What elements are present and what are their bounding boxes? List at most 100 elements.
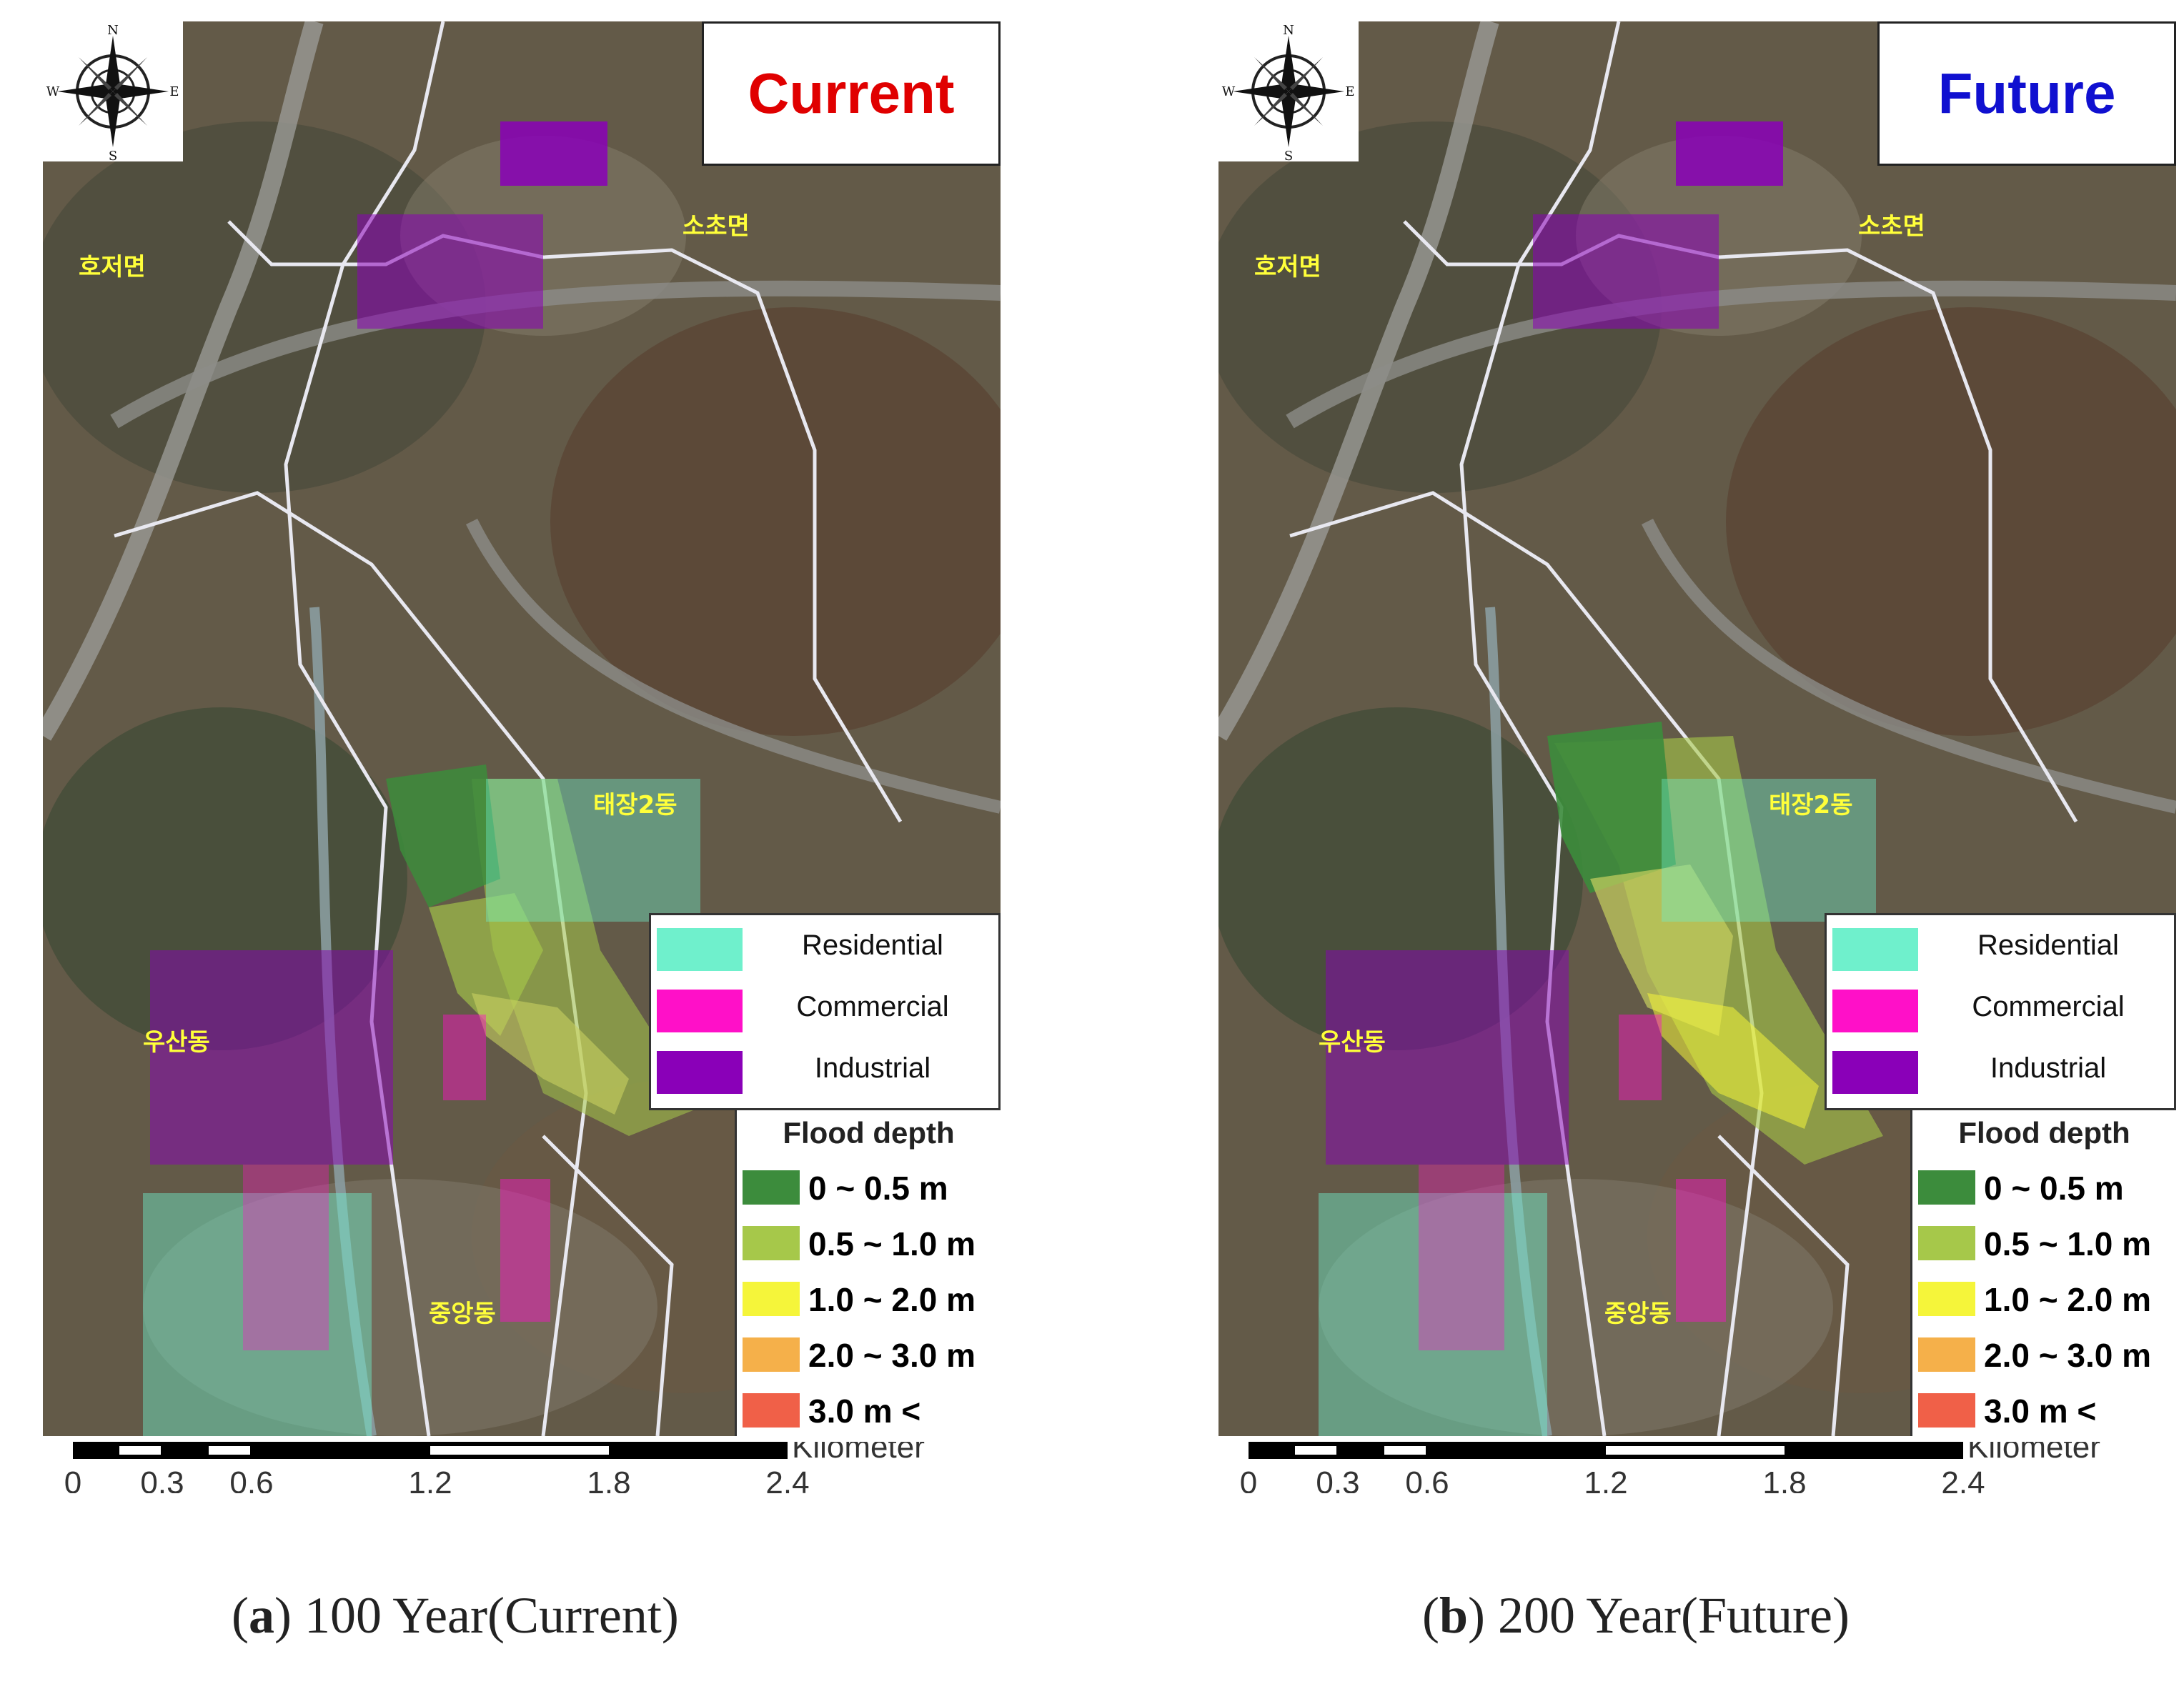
flood-legend-title: Flood depth — [1958, 1116, 2130, 1150]
compass-east-label: E — [169, 84, 179, 99]
scale-bar: Kilometer 0 0.3 0.6 1.2 1.8 2.4 — [57, 1442, 986, 1493]
compass-east-label: E — [1345, 84, 1354, 99]
land-use-legend: Residential Commercial Industrial — [649, 913, 1001, 1110]
place-label: 중앙동 — [429, 1300, 496, 1328]
flood-class: 0 ~ 0.5 m — [1912, 1160, 2176, 1212]
panel-caption-b: (b) 200 Year(Future) — [1422, 1587, 1850, 1644]
place-label: 소초면 — [1858, 212, 1925, 241]
legend-label: Commercial — [1972, 991, 2125, 1022]
legend-item-commercial: Commercial — [651, 982, 998, 1032]
scenario-title-box: Future — [1877, 21, 2176, 166]
scenario-title-box: Current — [702, 21, 1001, 166]
caption-letter: a — [248, 1587, 274, 1644]
legend-label: 0 ~ 0.5 m — [808, 1170, 948, 1207]
legend-swatch — [1832, 928, 1918, 971]
legend-label: 0.5 ~ 1.0 m — [808, 1225, 976, 1262]
scale-tick: 1.2 — [408, 1465, 452, 1493]
place-label: 중앙동 — [1604, 1300, 1672, 1328]
legend-label: Residential — [802, 930, 943, 961]
legend-label: 2.0 ~ 3.0 m — [1984, 1337, 2151, 1374]
scale-bar: Kilometer 0 0.3 0.6 1.2 1.8 2.4 — [1233, 1442, 2162, 1493]
scale-tick: 0.6 — [1405, 1465, 1449, 1493]
legend-label: 0 ~ 0.5 m — [1984, 1170, 2124, 1207]
compass-south-label: S — [109, 149, 117, 161]
legend-swatch — [1918, 1337, 1975, 1372]
legend-swatch — [1918, 1393, 1975, 1428]
legend-swatch — [657, 990, 743, 1032]
compass-north-label: N — [107, 23, 119, 38]
compass-south-label: S — [1284, 149, 1293, 161]
legend-label: 1.0 ~ 2.0 m — [808, 1281, 976, 1318]
scale-tick: 2.4 — [765, 1465, 809, 1493]
legend-swatch — [1918, 1170, 1975, 1205]
legend-swatch — [1918, 1226, 1975, 1260]
flood-class: 3.0 m < — [1912, 1383, 2176, 1435]
legend-swatch — [657, 928, 743, 971]
flood-class: 0 ~ 0.5 m — [737, 1160, 1001, 1212]
scenario-title: Future — [1937, 61, 2116, 125]
panel-caption-a: (a) 100 Year(Current) — [232, 1587, 679, 1644]
scale-tick: 1.8 — [587, 1465, 630, 1493]
caption-letter: b — [1439, 1587, 1469, 1644]
compass-west-label: W — [1222, 84, 1236, 99]
place-label: 호저면 — [79, 253, 146, 282]
place-label: 태장2동 — [1769, 791, 1853, 819]
flood-class: 2.0 ~ 3.0 m — [1912, 1327, 2176, 1379]
scale-tick: 0 — [64, 1465, 81, 1493]
scale-tick: 0.3 — [1316, 1465, 1359, 1493]
legend-swatch — [743, 1393, 800, 1428]
legend-label: 2.0 ~ 3.0 m — [808, 1337, 976, 1374]
legend-swatch — [743, 1337, 800, 1372]
legend-label: Commercial — [796, 991, 949, 1022]
legend-swatch — [1918, 1282, 1975, 1316]
legend-label: 0.5 ~ 1.0 m — [1984, 1225, 2151, 1262]
legend-item-commercial: Commercial — [1827, 982, 2174, 1032]
land-use-legend: Residential Commercial Industrial — [1825, 913, 2176, 1110]
flood-class: 2.0 ~ 3.0 m — [737, 1327, 1001, 1379]
place-label: 우산동 — [143, 1028, 210, 1057]
scale-tick: 2.4 — [1941, 1465, 1985, 1493]
compass-rose-icon: N S W E — [1218, 21, 1359, 161]
compass-north-label: N — [1283, 23, 1294, 38]
caption-text: 100 Year(Current) — [304, 1587, 679, 1644]
scale-tick: 1.8 — [1762, 1465, 1806, 1493]
legend-swatch — [743, 1226, 800, 1260]
place-label: 우산동 — [1319, 1028, 1386, 1057]
legend-label: Industrial — [1990, 1052, 2107, 1084]
scale-tick: 0 — [1240, 1465, 1257, 1493]
scale-tick: 1.2 — [1584, 1465, 1627, 1493]
flood-class: 0.5 ~ 1.0 m — [1912, 1216, 2176, 1267]
legend-item-industrial: Industrial — [651, 1044, 998, 1094]
scale-unit: Kilometer — [792, 1442, 925, 1465]
scenario-title: Current — [748, 61, 955, 125]
compass-rose-icon: N S W E — [43, 21, 183, 161]
legend-item-residential: Residential — [1827, 921, 2174, 971]
flood-class: 0.5 ~ 1.0 m — [737, 1216, 1001, 1267]
legend-label: 3.0 m < — [1984, 1392, 2097, 1430]
flood-depth-legend: Flood depth 0 ~ 0.5 m 0.5 ~ 1.0 m 1.0 ~ … — [1910, 1110, 2176, 1436]
legend-item-residential: Residential — [651, 921, 998, 971]
place-label: 소초면 — [682, 212, 750, 241]
compass-west-label: W — [46, 84, 60, 99]
map-panel-future: 호저면 소초면 태장2동 우산동 중앙동 N S W E Future — [1218, 21, 2176, 1493]
legend-item-industrial: Industrial — [1827, 1044, 2174, 1094]
legend-swatch — [743, 1282, 800, 1316]
legend-swatch — [743, 1170, 800, 1205]
flood-legend-title: Flood depth — [783, 1116, 955, 1150]
scale-tick: 0.3 — [140, 1465, 184, 1493]
flood-class: 1.0 ~ 2.0 m — [737, 1272, 1001, 1323]
scale-tick: 0.6 — [229, 1465, 273, 1493]
map-panel-current: 호저면 소초면 태장2동 우산동 중앙동 N S W E Current — [43, 21, 1001, 1493]
place-label: 호저면 — [1254, 253, 1321, 282]
caption-text: 200 Year(Future) — [1498, 1587, 1850, 1644]
legend-swatch — [1832, 1051, 1918, 1094]
legend-swatch — [1832, 990, 1918, 1032]
flood-class: 3.0 m < — [737, 1383, 1001, 1435]
legend-label: Residential — [1977, 930, 2119, 961]
scale-unit: Kilometer — [1967, 1442, 2100, 1465]
legend-label: 3.0 m < — [808, 1392, 921, 1430]
legend-label: 1.0 ~ 2.0 m — [1984, 1281, 2151, 1318]
legend-label: Industrial — [814, 1052, 931, 1084]
legend-swatch — [657, 1051, 743, 1094]
place-label: 태장2동 — [593, 791, 677, 819]
